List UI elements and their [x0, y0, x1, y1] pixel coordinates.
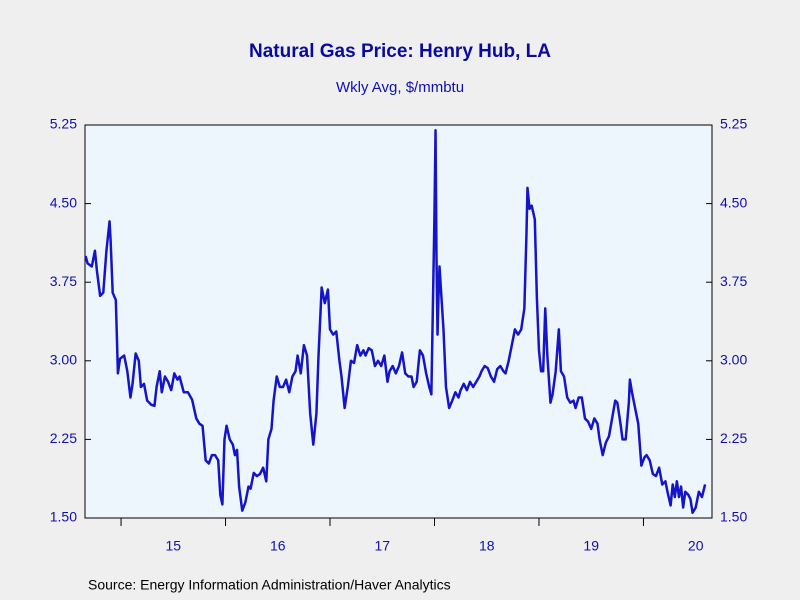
x-tick-label: 16	[270, 538, 286, 554]
y2-tick-label: 4.50	[720, 194, 747, 210]
chart-subtitle: Wkly Avg, $/mmbtu	[336, 79, 464, 96]
x-tick-label: 17	[374, 538, 390, 554]
series-line	[84, 128, 707, 515]
y-tick-label: 3.75	[50, 273, 77, 289]
x-tick-label: 18	[479, 538, 495, 554]
y-tick-label: 4.50	[50, 194, 77, 210]
y-tick-label: 3.00	[50, 352, 77, 368]
chart-title: Natural Gas Price: Henry Hub, LA	[249, 41, 551, 62]
y2-tick-label: 2.25	[720, 430, 747, 446]
y2-tick-label: 5.25	[720, 116, 747, 132]
y2-tick-label: 1.50	[720, 509, 747, 525]
y-tick-label: 1.50	[50, 509, 77, 525]
x-tick-label: 15	[165, 538, 181, 554]
x-tick-label: 20	[688, 538, 704, 554]
y-tick-label: 2.25	[50, 430, 77, 446]
y2-tick-label: 3.75	[720, 273, 747, 289]
y2-tick-label: 3.00	[720, 352, 747, 368]
plot-area	[84, 124, 713, 519]
y-tick-label: 5.25	[50, 116, 77, 132]
x-tick-label: 19	[583, 538, 599, 554]
source-note: Source: Energy Information Administratio…	[88, 577, 451, 593]
